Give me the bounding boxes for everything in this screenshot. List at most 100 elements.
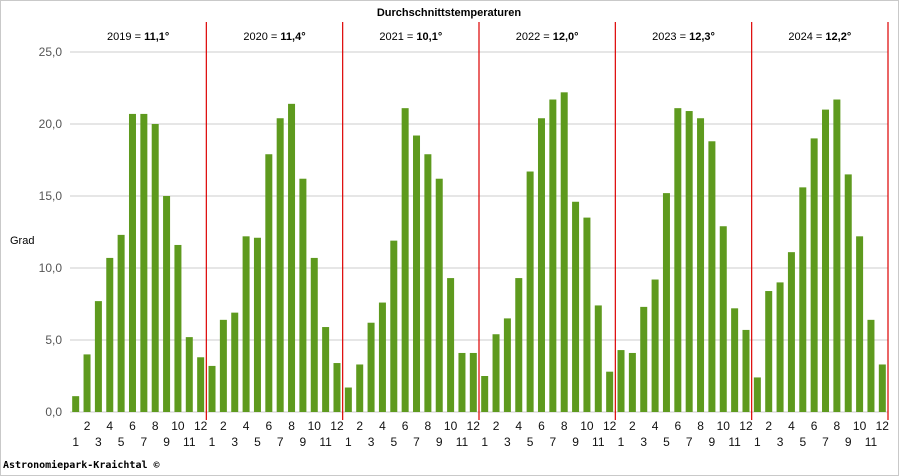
bar [697,118,705,413]
x-tick-label: 10 [717,419,731,433]
x-tick-label: 5 [663,435,670,449]
x-tick-label: 12 [194,419,208,433]
x-tick-label: 10 [308,419,322,433]
bar [469,352,477,412]
year-name: 2022 = [516,31,553,43]
x-tick-label: 11 [592,435,605,449]
bar [572,201,580,412]
x-tick-label: 7 [141,435,148,449]
x-tick-label: 7 [822,435,829,449]
bar [458,352,466,412]
x-tick-label: 8 [561,419,568,433]
x-tick-label: 4 [379,419,386,433]
bar [265,154,273,413]
x-tick-label: 2 [356,419,363,433]
x-tick-label: 7 [413,435,420,449]
bar [617,350,625,412]
bar [83,354,91,412]
bar [549,99,557,413]
bar [526,171,534,412]
x-tick-label: 5 [118,435,125,449]
bar [151,124,159,412]
x-tick-label: 10 [580,419,594,433]
x-tick-label: 1 [754,435,761,449]
bar [231,312,239,412]
x-tick-label: 3 [95,435,102,449]
x-tick-label: 6 [265,419,272,433]
bar [594,305,602,412]
bar [537,118,545,413]
bar [515,278,523,412]
x-tick-label: 11 [728,435,741,449]
x-tick-label: 10 [171,419,185,433]
bar [185,337,193,412]
bar [424,154,432,413]
bar [310,257,318,412]
y-tick-label: 15,0 [39,189,63,203]
year-name: 2024 = [788,31,825,43]
x-tick-label: 11 [865,435,878,449]
bar [447,278,455,412]
x-tick-label: 3 [368,435,375,449]
x-tick-label: 6 [129,419,136,433]
x-tick-label: 3 [777,435,784,449]
y-tick-label: 0,0 [45,405,62,419]
x-tick-label: 8 [288,419,295,433]
x-tick-label: 1 [209,435,216,449]
x-tick-label: 1 [618,435,625,449]
x-tick-label: 12 [603,419,617,433]
x-tick-label: 3 [231,435,238,449]
bar [685,111,693,412]
x-tick-label: 6 [402,419,409,433]
year-name: 2021 = [379,31,416,43]
year-dividers [205,22,889,420]
bar [128,113,136,413]
x-tick-label: 8 [425,419,432,433]
bar [208,365,216,412]
year-label: 2021 = 10,1° [379,31,442,43]
credit-text: Astronomiepark-Kraichtal © [3,460,160,471]
x-tick-label: 1 [481,435,488,449]
x-tick-label: 2 [493,419,500,433]
bar [640,306,648,412]
y-axis-ticks: 0,0 5,0 10,0 15,0 20,0 25,0 [39,45,63,419]
x-tick-label: 9 [709,435,716,449]
bar [844,174,852,412]
year-label: 2019 = 11,1° [107,31,169,43]
bar [708,141,716,412]
year-name: 2019 = [107,31,144,43]
bar [628,352,636,412]
bar [72,396,80,412]
x-tick-label: 6 [674,419,681,433]
x-tick-label: 11 [456,435,469,449]
bar [674,108,682,412]
x-tick-label: 12 [467,419,481,433]
x-tick-label: 9 [845,435,852,449]
x-tick-label: 9 [436,435,443,449]
x-tick-label: 6 [538,419,545,433]
x-tick-label: 4 [652,419,659,433]
bar [276,118,284,413]
bar [731,308,739,412]
bar [583,217,591,412]
bar [742,329,750,412]
bar [662,193,670,412]
x-tick-label: 9 [300,435,307,449]
bar [94,301,102,412]
year-label: 2022 = 12,0° [516,31,579,43]
bar [560,92,568,412]
year-average: 12,0° [553,31,579,43]
x-tick-label: 12 [739,419,753,433]
x-tick-label: 12 [330,419,344,433]
x-tick-label: 1 [72,435,79,449]
bar [322,327,330,412]
bar [787,252,795,412]
bar [299,178,307,412]
bar [719,226,727,412]
y-tick-label: 10,0 [39,261,63,275]
x-tick-label: 8 [152,419,159,433]
bar [288,103,296,412]
year-average: 12,3° [689,31,715,43]
year-label: 2023 = 12,3° [652,31,715,43]
